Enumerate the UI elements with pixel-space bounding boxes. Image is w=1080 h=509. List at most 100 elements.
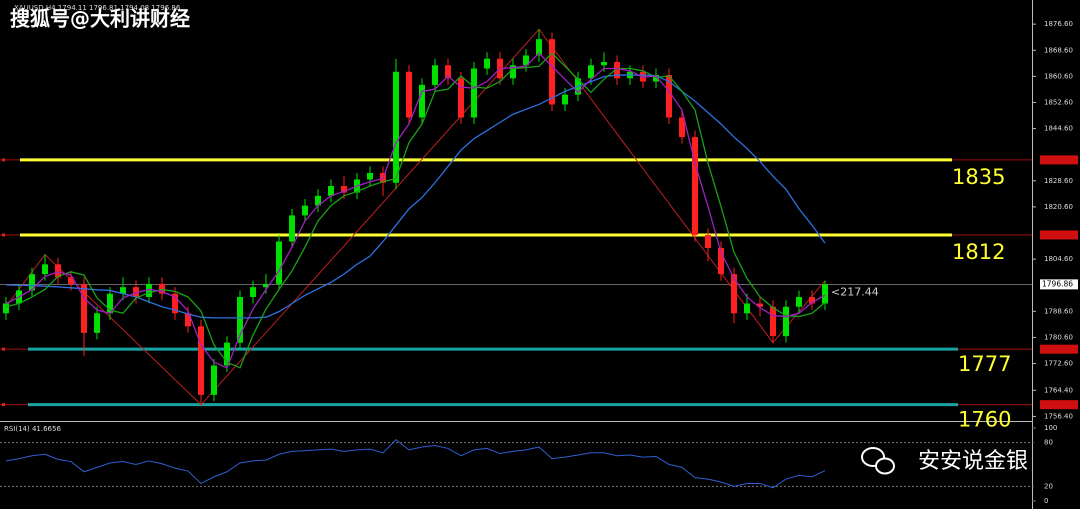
candle-body: [250, 287, 256, 297]
candle-body: [263, 283, 269, 288]
candle-body: [289, 215, 295, 242]
candle-body: [614, 62, 620, 79]
candle-body: [705, 234, 711, 249]
candle-body: [718, 248, 724, 275]
last-price-label: 1796.86: [1042, 279, 1073, 288]
y-tick-label: 1860.60: [1044, 72, 1073, 80]
candle-body: [237, 296, 243, 343]
candle-body: [770, 306, 776, 337]
level-dot: [2, 233, 5, 237]
annotation: <217.44: [831, 285, 879, 298]
candle-body: [341, 186, 347, 193]
zigzag-line: [5, 28, 826, 406]
candle-body: [471, 68, 477, 118]
candle-body: [666, 75, 672, 118]
axis-divider: [1032, 0, 1033, 509]
panel-divider: [0, 421, 1032, 422]
y-tick-label: 1764.40: [1044, 386, 1073, 394]
y-tick-label: 20: [1044, 482, 1053, 490]
y-tick-label: 1772.60: [1044, 360, 1073, 368]
y-tick-label: 1852.60: [1044, 98, 1073, 106]
level-price-box: [1040, 344, 1078, 354]
candle-body: [302, 205, 308, 216]
candle-body: [120, 287, 126, 294]
candle-body: [107, 293, 113, 314]
candle-body: [328, 186, 334, 196]
y-tick-label: 1780.60: [1044, 333, 1073, 341]
y-tick-label: 1756.40: [1044, 412, 1073, 420]
candle-body: [367, 172, 373, 180]
candle-body: [692, 137, 698, 235]
level-price-box: [1040, 155, 1078, 165]
candle-body: [276, 241, 282, 284]
candle-body: [809, 296, 815, 304]
candle-body: [653, 75, 659, 82]
candle-body: [588, 65, 594, 79]
candle-body: [458, 78, 464, 118]
y-tick-label: 80: [1044, 439, 1053, 447]
level-price-box: [1040, 230, 1078, 240]
candle-body: [3, 303, 9, 314]
level-dot: [2, 403, 5, 407]
level-price-box: [1040, 400, 1078, 410]
candle-body: [523, 55, 529, 66]
candle-body: [510, 65, 516, 79]
moving-average: [5, 52, 826, 369]
candle-body: [783, 306, 789, 337]
moving-average: [5, 74, 826, 319]
last-price-box: [1040, 279, 1078, 290]
candle-body: [29, 274, 35, 291]
y-tick-label: 1868.60: [1044, 46, 1073, 54]
y-tick-label: 1820.60: [1044, 203, 1073, 211]
y-tick-label: 1876.60: [1044, 20, 1073, 28]
level-label: 1835: [952, 165, 1005, 189]
candle-body: [484, 58, 490, 69]
candle-body: [406, 71, 412, 118]
candle-body: [562, 94, 568, 105]
candle-body: [172, 293, 178, 314]
candle-body: [146, 283, 152, 297]
wechat-icon: [861, 447, 895, 475]
candle-body: [549, 39, 555, 105]
candle-body: [315, 195, 321, 206]
candle-body: [536, 39, 542, 56]
candle-body: [81, 283, 87, 333]
brand: 安安说金银: [918, 449, 1028, 474]
candle-body: [744, 303, 750, 314]
candle-body: [822, 284, 828, 304]
candle-body: [198, 326, 204, 395]
candle-body: [796, 296, 802, 307]
y-tick-label: 1804.60: [1044, 255, 1073, 263]
candle-body: [224, 342, 230, 366]
candle-body: [211, 365, 217, 395]
level-dot: [2, 158, 5, 162]
candle-body: [185, 313, 191, 327]
candle-body: [445, 65, 451, 79]
candle-body: [55, 264, 61, 278]
candle-body: [393, 71, 399, 183]
candle-body: [432, 65, 438, 85]
y-tick-label: 0: [1044, 497, 1048, 505]
chart-header: XAUUSD,H4 1794.11 1796.81 1794.08 1796.8…: [14, 4, 181, 12]
level-dot: [2, 347, 5, 351]
candle-body: [68, 277, 74, 284]
candle-body: [757, 303, 763, 307]
watermark: 搜狐号@大利讲财经: [10, 7, 190, 31]
level-label: 1777: [958, 352, 1011, 376]
y-tick-label: 1844.60: [1044, 125, 1073, 133]
candle-body: [679, 117, 685, 138]
moving-average: [5, 52, 826, 369]
candle-body: [731, 274, 737, 314]
y-tick-label: 100: [1044, 424, 1057, 432]
level-label: 1760: [958, 408, 1011, 432]
panel-title: RSI(14) 41.6656: [4, 425, 61, 433]
y-tick-label: 1828.60: [1044, 177, 1073, 185]
candle-body: [601, 62, 607, 66]
y-tick-label: 1788.60: [1044, 307, 1073, 315]
candle-body: [94, 313, 100, 333]
rsi-line: [5, 438, 826, 489]
level-label: 1812: [952, 240, 1005, 264]
candle-body: [42, 264, 48, 275]
candle-body: [419, 84, 425, 118]
